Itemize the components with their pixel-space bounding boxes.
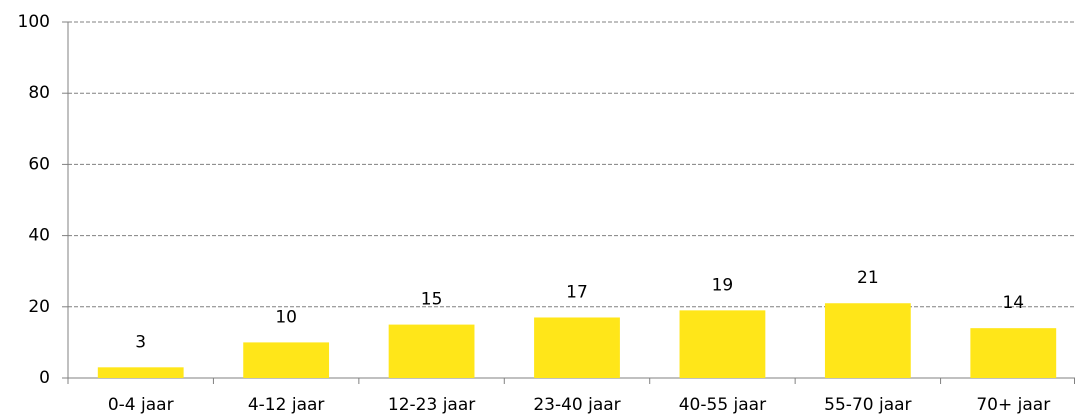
bar (534, 317, 620, 378)
value-label: 15 (421, 290, 443, 310)
value-label: 19 (712, 275, 734, 295)
y-tick-label: 80 (28, 83, 50, 103)
y-tick-label: 0 (39, 368, 50, 388)
bar (388, 324, 475, 378)
value-label: 17 (566, 282, 588, 302)
bar (824, 303, 911, 378)
y-tick-label: 20 (28, 297, 50, 317)
x-tick-label: 70+ jaar (976, 395, 1050, 414)
bar (679, 310, 766, 378)
x-tick-label: 55-70 jaar (824, 395, 911, 414)
x-tick-label: 40-55 jaar (679, 395, 766, 414)
y-tick-label: 60 (28, 154, 50, 174)
value-label: 10 (275, 307, 297, 327)
value-label: 21 (857, 268, 879, 288)
y-tick-label: 40 (28, 226, 50, 246)
y-tick-label: 100 (18, 12, 50, 32)
value-label: 3 (135, 332, 146, 352)
bar (970, 328, 1057, 378)
value-label: 14 (1002, 293, 1024, 313)
bar (243, 342, 330, 378)
bar (97, 367, 184, 378)
x-tick-label: 23-40 jaar (533, 395, 620, 414)
x-tick-label: 0-4 jaar (108, 395, 174, 414)
x-tick-label: 12-23 jaar (388, 395, 475, 414)
x-tick-label: 4-12 jaar (248, 395, 325, 414)
